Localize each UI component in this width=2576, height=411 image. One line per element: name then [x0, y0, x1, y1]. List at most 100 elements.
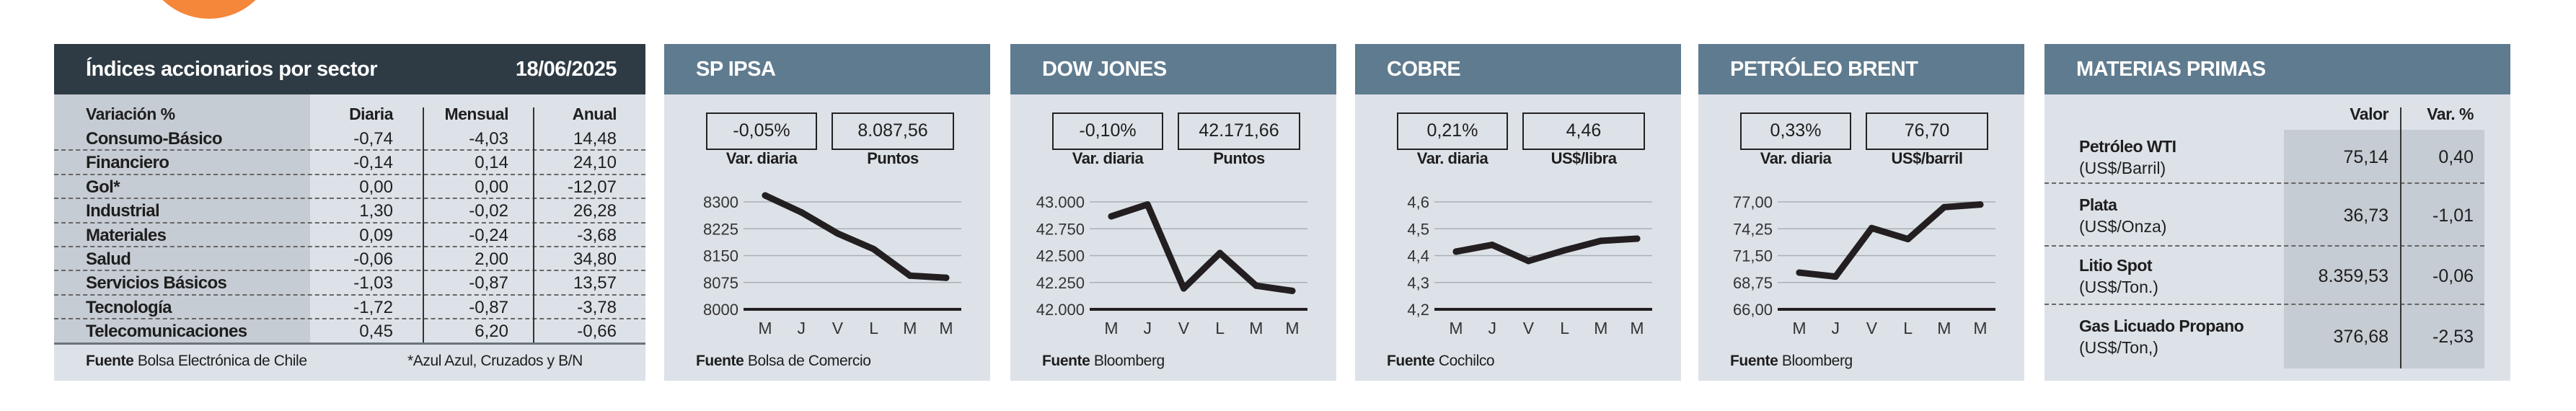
series-line [1108, 201, 1296, 294]
data-point [1832, 273, 1839, 280]
sector-name: Salud [86, 249, 131, 269]
mensual-value: -0,87 [469, 297, 508, 317]
sector-name: Tecnología [86, 297, 172, 317]
diaria-value: 1,30 [359, 201, 393, 221]
x-tick-label: J [797, 319, 806, 337]
value-label: US$/libra [1551, 149, 1617, 167]
data-point [1796, 269, 1803, 276]
data-point [1289, 287, 1296, 294]
data-point [1108, 213, 1115, 220]
source-text: Bolsa de Comercio [747, 353, 871, 369]
commodity-value: 75,14 [2343, 146, 2388, 167]
dow-jones-header: DOW JONES [1010, 44, 1336, 94]
sector-name: Financiero [86, 153, 169, 173]
x-tick-label: J [1143, 319, 1152, 337]
data-point [907, 272, 914, 279]
x-tick-label: L [869, 319, 878, 337]
data-point [762, 192, 769, 199]
series-line [1452, 235, 1641, 265]
data-point [1597, 237, 1605, 244]
list-item: Gas Licuado Propano (US$/Ton,) 376,68 -2,53 [2045, 305, 2484, 368]
y-tick-label: 77,00 [1733, 193, 1773, 211]
table-row: Telecomunicaciones 0,45 6,20 -0,66 [54, 319, 645, 343]
value-label: US$/barril [1891, 149, 1963, 167]
y-tick-label: 74,25 [1733, 220, 1773, 238]
sector-table-date: 18/06/2025 [515, 58, 617, 81]
data-point [1633, 235, 1641, 242]
source-note: Fuente Cochilco [1387, 353, 1495, 370]
cobre-panel: COBRE 0,21% 4,46 Var. diaria US$/libra Fuente… [1355, 44, 1681, 381]
diaria-value: -1,72 [353, 297, 393, 317]
commodity-variation: 0,40 [2438, 146, 2474, 167]
y-tick-label: 42.750 [1036, 220, 1085, 238]
x-tick-label: L [1903, 319, 1913, 337]
x-tick-label: M [903, 319, 917, 337]
data-point [1180, 285, 1187, 292]
commodity-unit: (US$/Ton,) [2079, 338, 2158, 357]
table-row: Materiales 0,09 -0,24 -3,68 [54, 224, 645, 247]
mensual-value: 2,00 [475, 249, 508, 269]
data-point [1941, 203, 1948, 211]
x-tick-label: J [1488, 319, 1496, 337]
list-item: Plata (US$/Onza) 36,73 -1,01 [2045, 184, 2484, 247]
cobre-header: COBRE [1355, 44, 1681, 94]
x-tick-label: M [758, 319, 772, 337]
mensual-value: -0,24 [469, 225, 508, 245]
mensual-value: -0,02 [469, 201, 508, 221]
column-divider [423, 107, 424, 343]
daily-variation-box: -0,10% [1052, 112, 1163, 150]
source-note: Fuente Bolsa de Comercio [696, 353, 871, 370]
source-text: Bloomberg [1781, 353, 1853, 369]
table-row: Salud -0,06 2,00 34,80 [54, 247, 645, 272]
commodity-name: Litio Spot [2079, 255, 2153, 275]
y-tick-label: 4,3 [1407, 274, 1429, 292]
materias-primas-header: MATERIAS PRIMAS [2045, 44, 2510, 94]
y-tick-label: 43.000 [1036, 193, 1085, 211]
y-tick-label: 68,75 [1733, 274, 1773, 292]
diaria-value: -1,03 [353, 273, 393, 293]
commodity-variation: -2,53 [2432, 327, 2474, 347]
source-label: Fuente [696, 353, 744, 369]
sector-name: Servicios Básicos [86, 273, 227, 293]
x-tick-label: M [1449, 319, 1463, 337]
x-tick-label: L [1560, 319, 1569, 337]
source-note: Fuente Bloomberg [1730, 353, 1853, 370]
column-divider [2400, 107, 2401, 368]
series-line [762, 192, 950, 281]
col-header-diaria: Diaria [349, 105, 393, 123]
sp-ipsa-header: SP IPSA [664, 44, 990, 94]
y-tick-label: 42.500 [1036, 247, 1085, 265]
daily-variation-label: Var. diaria [725, 149, 798, 167]
y-tick-label: 4,5 [1407, 220, 1429, 238]
y-tick-label: 42.250 [1036, 274, 1085, 292]
x-tick-label: V [1178, 319, 1190, 337]
data-point [1488, 242, 1496, 249]
y-tick-label: 42.000 [1036, 301, 1085, 319]
x-tick-label: V [1523, 319, 1535, 337]
x-tick-label: V [1866, 319, 1878, 337]
data-point [798, 208, 805, 216]
x-tick-label: M [1937, 319, 1951, 337]
anual-value: -0,66 [577, 322, 617, 342]
anual-value: 26,28 [573, 201, 617, 221]
daily-variation-box: -0,05% [706, 112, 817, 150]
y-tick-label: 8225 [703, 220, 738, 238]
table-row: Industrial 1,30 -0,02 26,28 [54, 199, 645, 224]
mensual-value: 6,20 [475, 322, 508, 342]
y-tick-label: 8150 [703, 247, 738, 265]
col-header-valor: Valor [2350, 105, 2388, 123]
mensual-value: -0,87 [469, 273, 508, 293]
commodity-unit: (US$/Barril) [2079, 158, 2166, 177]
commodity-value: 36,73 [2343, 205, 2388, 226]
list-item: Petróleo WTI (US$/Barril) 75,14 0,40 [2045, 130, 2484, 184]
y-tick-label: 8075 [703, 274, 738, 292]
value-label: Puntos [867, 149, 919, 167]
data-point [834, 230, 841, 237]
anual-value: -3,68 [577, 225, 617, 245]
sector-name: Materiales [86, 225, 167, 245]
commodity-name: Petróleo WTI [2079, 136, 2176, 156]
anual-value: 34,80 [573, 249, 617, 269]
y-tick-label: 66,00 [1733, 301, 1773, 319]
table-bottom-rule [54, 342, 645, 345]
table-row: Servicios Básicos -1,03 -0,87 13,57 [54, 271, 645, 296]
